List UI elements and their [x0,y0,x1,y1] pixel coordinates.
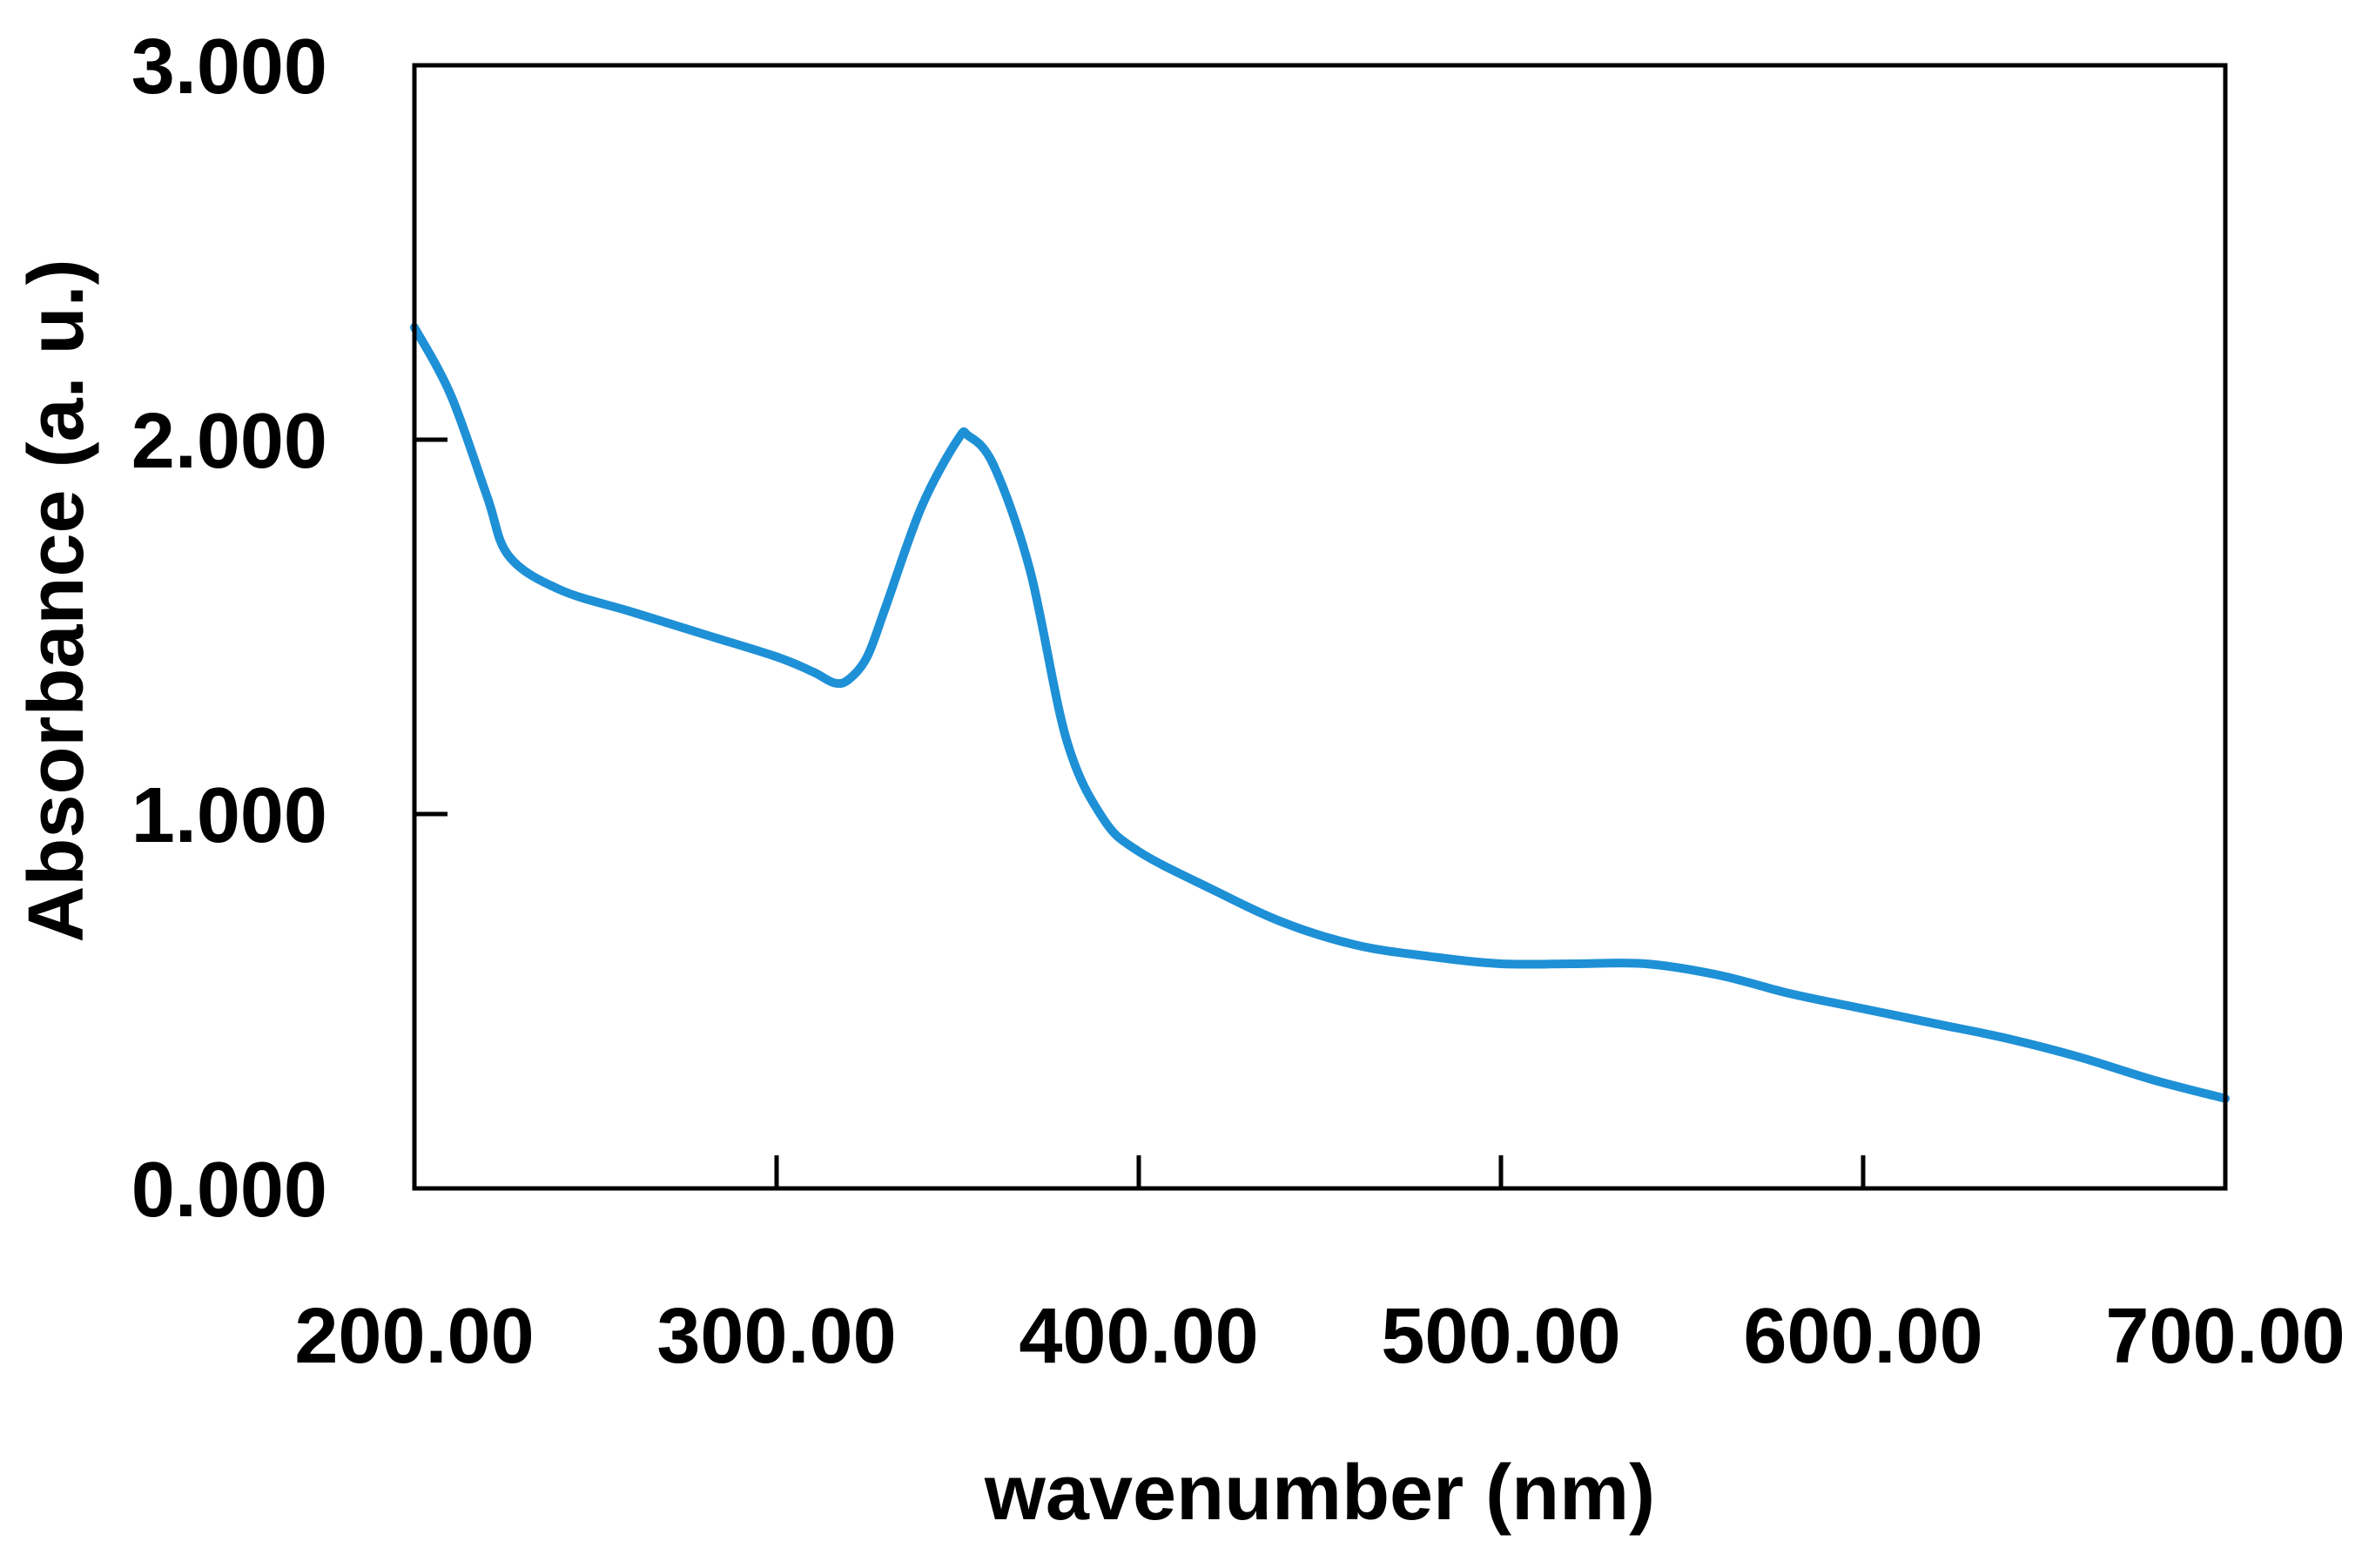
x-tick-label: 200.00 [294,1293,534,1380]
x-tick-label: 700.00 [2105,1293,2345,1380]
x-axis-title: wavenumber (nm) [984,1450,1655,1537]
x-tick-labels: 200.00 300.00 400.00 500.00 600.00 700.00 [294,1293,2345,1380]
x-tick-label: 600.00 [1743,1293,1982,1380]
y-tick-label: 3.000 [131,24,327,111]
y-tick-labels: 0.000 1.000 2.000 3.000 [131,24,327,1234]
y-tick-label: 0.000 [131,1147,327,1234]
x-tick-label: 500.00 [1381,1293,1620,1380]
x-tick-label: 400.00 [1019,1293,1258,1380]
x-tick-marks [414,437,1866,1188]
series-line [410,323,2230,1103]
y-tick-label: 2.000 [131,398,327,485]
y-axis-title: Absorbance (a. u.) [13,259,100,942]
plot-frame [412,63,2228,1191]
y-tick-label: 1.000 [131,772,327,859]
x-tick-label: 300.00 [656,1293,896,1380]
